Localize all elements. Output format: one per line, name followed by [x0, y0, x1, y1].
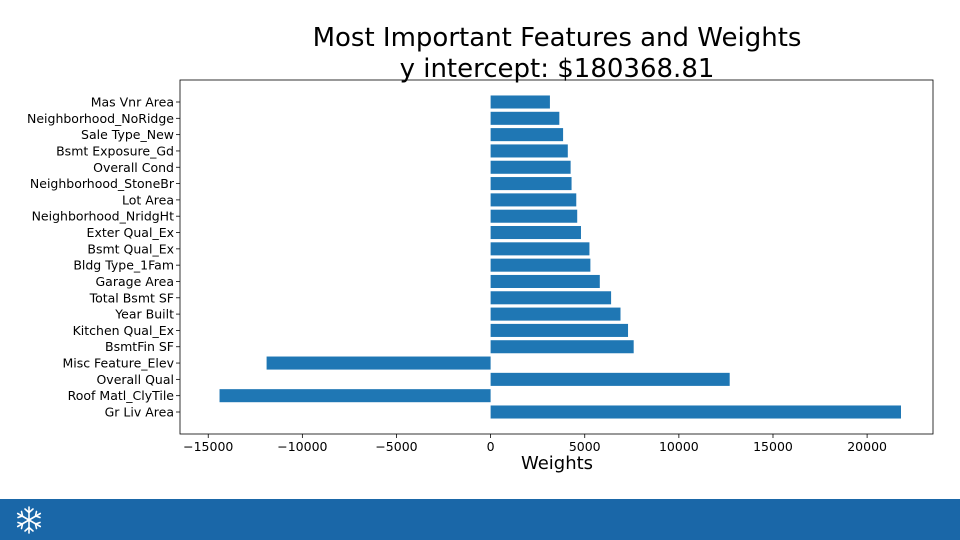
chart-title: Most Important Features and Weights — [313, 23, 802, 53]
y-tick-label: Lot Area — [122, 192, 174, 207]
y-tick-label: Year Built — [114, 307, 174, 322]
bar — [490, 372, 730, 386]
x-tick-label: −10000 — [277, 439, 327, 454]
bar — [490, 160, 571, 174]
x-tick-label: 15000 — [753, 439, 793, 454]
bar — [219, 389, 491, 403]
x-tick-label: −5000 — [375, 439, 417, 454]
bar — [266, 356, 491, 370]
y-tick-label: Roof Matl_ClyTile — [68, 388, 175, 403]
y-tick-label: Bldg Type_1Fam — [73, 258, 174, 273]
bar — [490, 405, 901, 419]
y-tick-label: Mas Vnr Area — [91, 95, 174, 110]
bar — [490, 258, 591, 272]
y-tick-label: Neighborhood_NridgHt — [32, 209, 175, 224]
y-tick-label: Overall Cond — [93, 160, 174, 175]
bar — [490, 323, 629, 337]
bar — [490, 177, 572, 191]
chart: Most Important Features and Weights y in… — [27, 23, 934, 474]
bar — [490, 209, 578, 223]
y-tick-label: Exter Qual_Ex — [87, 225, 174, 240]
bar — [490, 226, 581, 240]
y-tick-label: Total Bsmt SF — [89, 290, 174, 305]
y-tick-label: Neighborhood_StoneBr — [30, 176, 175, 191]
bar — [490, 307, 621, 321]
snowflake-icon — [16, 506, 42, 534]
x-tick-label: 10000 — [659, 439, 699, 454]
x-tick-label: 20000 — [847, 439, 887, 454]
y-tick-label: Kitchen Qual_Ex — [73, 323, 174, 338]
bar — [490, 111, 560, 125]
x-ticks: −15000 −10000 −5000 0 5000 10000 15000 20000 — [183, 434, 887, 454]
bar-group — [219, 95, 901, 419]
y-tick-label: Overall Qual — [96, 372, 174, 387]
chart-subtitle: y intercept: $180368.81 — [400, 54, 715, 84]
bar — [490, 193, 577, 207]
plot-frame — [179, 79, 934, 435]
bar — [490, 95, 550, 109]
x-tick-label: −15000 — [183, 439, 233, 454]
y-tick-label: Sale Type_New — [81, 127, 174, 142]
x-axis-label: Weights — [521, 453, 593, 474]
bar — [490, 291, 612, 305]
bar — [490, 274, 600, 288]
y-tick-label: Neighborhood_NoRidge — [27, 111, 174, 126]
y-tick-label: BsmtFin SF — [105, 339, 174, 354]
x-tick-label: 0 — [487, 439, 495, 454]
bar — [490, 340, 634, 354]
y-tick-label: Bsmt Exposure_Gd — [56, 143, 174, 158]
footer-bar — [0, 499, 960, 540]
bar — [490, 128, 564, 142]
bar — [490, 144, 568, 158]
y-tick-label: Bsmt Qual_Ex — [87, 241, 174, 256]
bar — [490, 242, 590, 256]
y-tick-label: Misc Feature_Elev — [62, 356, 174, 371]
x-tick-label: 5000 — [569, 439, 601, 454]
y-tick-label: Gr Liv Area — [105, 405, 174, 420]
y-tick-label: Garage Area — [95, 274, 174, 289]
